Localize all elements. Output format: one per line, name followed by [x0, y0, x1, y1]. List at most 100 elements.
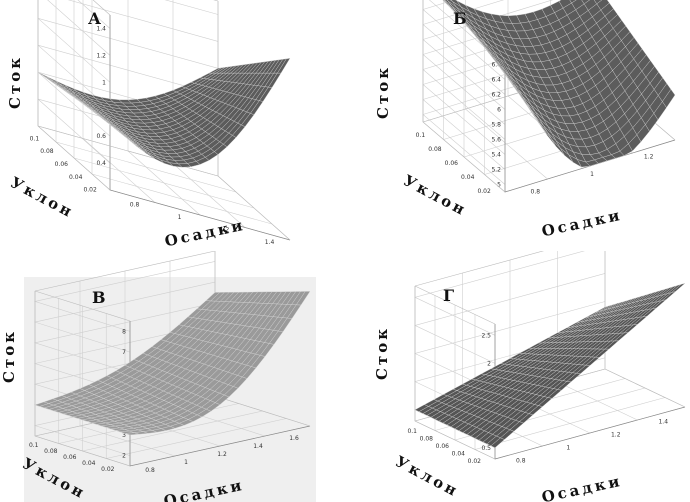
- surface-facet: [671, 283, 686, 293]
- z-tick-label: 5: [497, 182, 501, 189]
- z-grid-line: [428, 0, 506, 65]
- surface-mesh: [34, 291, 311, 436]
- y-tick-label: 0.06: [55, 161, 69, 168]
- x-tick-label: 1: [178, 214, 182, 221]
- y-tick-label: 0.04: [461, 174, 475, 181]
- x-tick-label: 1.6: [289, 435, 299, 442]
- z-axis-label: Сток: [0, 329, 18, 383]
- surface-mesh: [414, 283, 686, 449]
- floor-grid-line: [172, 163, 246, 228]
- surface-facet: [662, 88, 676, 108]
- x-axis-label: Осадки: [540, 472, 624, 502]
- surface-facet: [593, 0, 603, 5]
- z-tick-label: 2: [122, 453, 126, 460]
- box-edge: [34, 251, 216, 292]
- x-tick-label: 0.8: [145, 467, 155, 474]
- y-tick-label: 0.02: [101, 466, 115, 473]
- x-tick-label: 1.4: [265, 239, 275, 246]
- surface-facet: [295, 291, 311, 306]
- z-tick-label: 8: [122, 328, 126, 335]
- y-tick-label: 0.06: [436, 443, 450, 450]
- x-tick-label: 1.2: [644, 154, 654, 161]
- surface-plot-v: 23456780.811.21.41.60.10.080.060.040.02В…: [0, 251, 311, 502]
- y-axis-label: Уклон: [19, 454, 89, 502]
- x-tick-label: 0.8: [531, 188, 541, 195]
- z-tick-label: 1: [102, 79, 106, 86]
- y-tick-label: 0.1: [30, 135, 40, 142]
- surface-mesh: [442, 0, 676, 168]
- y-tick-label: 0.02: [83, 187, 97, 194]
- panel-title: В: [92, 288, 106, 307]
- y-tick-label: 0.04: [452, 451, 466, 458]
- y-axis-label: Уклон: [392, 452, 462, 501]
- z-tick-label: 5.6: [491, 137, 501, 144]
- x-tick-label: 1.2: [611, 432, 621, 439]
- y-tick-label: 0.08: [44, 448, 58, 455]
- x-tick-label: 1.2: [217, 451, 227, 458]
- z-tick-label: 0.6: [96, 133, 106, 140]
- box-edge: [414, 251, 545, 287]
- floor-grid-line: [55, 141, 237, 193]
- z-tick-label: 7: [122, 349, 126, 356]
- y-tick-label: 0.08: [40, 148, 54, 155]
- y-tick-label: 0.06: [445, 160, 459, 167]
- z-tick-label: 0.5: [481, 445, 491, 452]
- z-axis-label: Сток: [374, 65, 392, 119]
- box-edge: [414, 285, 496, 325]
- z-axis-label: Сток: [373, 326, 391, 380]
- y-tick-label: 0.02: [468, 458, 482, 465]
- z-tick-label: 2: [487, 360, 491, 367]
- x-tick-label: 1: [566, 445, 570, 452]
- y-tick-label: 0.08: [420, 435, 434, 442]
- surface-facet: [277, 58, 291, 74]
- box-edge: [214, 395, 311, 427]
- x-axis-label: Осадки: [163, 216, 247, 251]
- surface-facet: [569, 0, 577, 4]
- z-tick-label: 0.4: [96, 160, 106, 167]
- surface-mesh: [37, 58, 291, 168]
- z-tick-label: 6.6: [491, 62, 501, 69]
- floor-grid-line: [557, 381, 638, 421]
- y-tick-label: 0.02: [477, 188, 491, 195]
- z-tick-label: 1.4: [96, 25, 106, 32]
- surface-facet: [581, 0, 590, 5]
- x-axis-label: Осадки: [162, 476, 246, 502]
- surface-panel-v: 23456780.811.21.41.60.10.080.060.040.02В…: [0, 251, 345, 502]
- surface-plot-g: 0.511.522.50.811.21.40.10.080.060.040.02…: [373, 251, 686, 502]
- x-tick-label: 1.4: [658, 419, 668, 426]
- z-grid-line: [47, 0, 219, 56]
- z-tick-label: 6.4: [491, 77, 501, 84]
- x-axis-label: Осадки: [540, 206, 624, 241]
- y-tick-label: 0.06: [63, 454, 77, 461]
- z-tick-label: 5.8: [491, 122, 501, 129]
- surface-panel-a: 0.40.60.811.21.40.811.21.40.10.080.060.0…: [0, 0, 345, 251]
- z-tick-label: 2.5: [481, 332, 491, 339]
- z-axis-label: Сток: [6, 55, 24, 109]
- box-edge: [92, 0, 111, 16]
- x-tick-label: 1.4: [253, 443, 263, 450]
- y-tick-label: 0.1: [29, 442, 39, 449]
- panel-title: Б: [453, 9, 467, 28]
- z-tick-label: 1.2: [96, 52, 106, 59]
- z-tick-label: 3: [122, 432, 126, 439]
- y-tick-label: 0.1: [407, 428, 417, 435]
- z-tick-label: 5.2: [491, 167, 501, 174]
- x-tick-label: 1: [590, 171, 594, 178]
- x-tick-label: 0.8: [130, 201, 140, 208]
- box-edge: [217, 175, 291, 241]
- surface-panel-b: 55.25.45.65.866.26.46.66.80.811.20.10.08…: [345, 0, 690, 251]
- floor-grid-line: [73, 157, 255, 209]
- x-tick-label: 1.2: [220, 226, 230, 233]
- z-tick-label: 6.2: [491, 92, 501, 99]
- y-tick-label: 0.1: [416, 132, 426, 139]
- box-edge: [34, 290, 131, 322]
- y-tick-label: 0.04: [82, 460, 96, 467]
- x-tick-label: 1: [184, 459, 188, 466]
- z-grid-line: [77, 0, 219, 29]
- panel-title: А: [88, 9, 101, 28]
- z-tick-label: 6: [497, 107, 501, 114]
- panel-title: Г: [443, 286, 454, 305]
- floor-grid-line: [82, 410, 263, 452]
- x-tick-label: 0.8: [516, 458, 526, 465]
- box-edge: [604, 368, 686, 408]
